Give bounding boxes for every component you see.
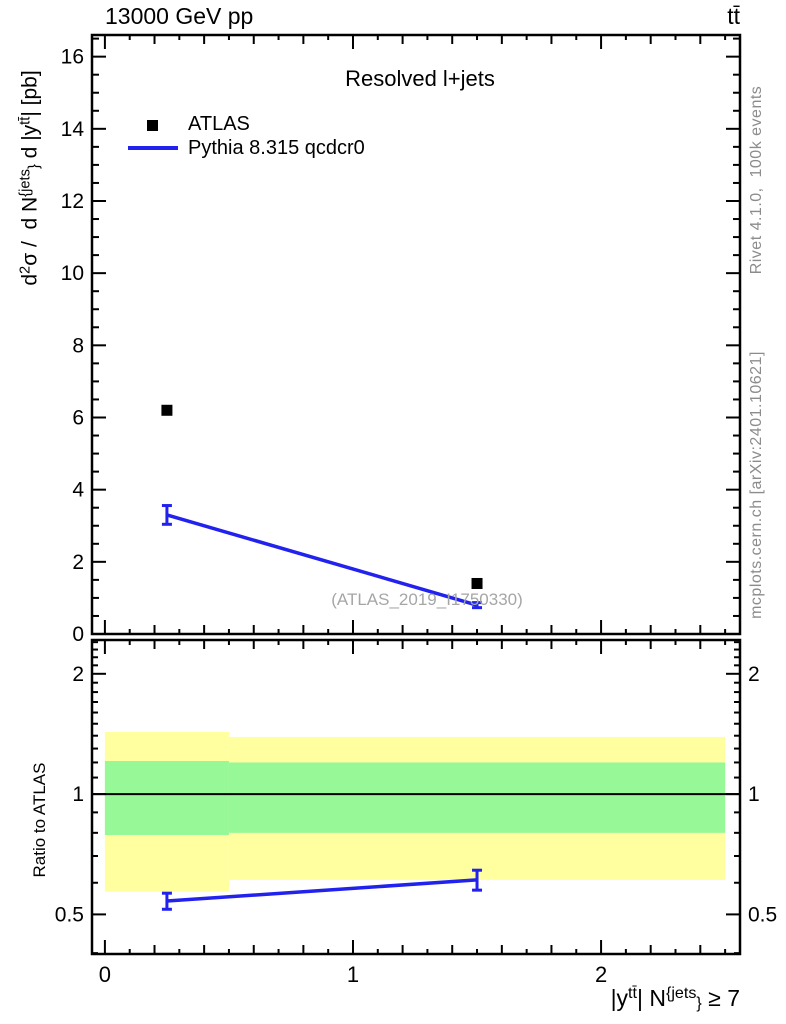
ratio-ytick-label-right: 1: [748, 783, 760, 806]
main-ytick-label: 12: [61, 190, 84, 213]
main-ytick-label: 6: [72, 406, 84, 429]
ratio-band-green: [228, 762, 726, 833]
main-ytick-label: 8: [72, 334, 84, 357]
main-ytick-label: 4: [72, 479, 84, 502]
legend: ATLAS Pythia 8.315 qcdcr0: [128, 112, 388, 164]
atlas-data-point: [161, 404, 173, 416]
ratio-ytick-label-left: 2: [72, 663, 84, 686]
rivet-version-note: Rivet 4.1.0, 100k events: [748, 85, 765, 275]
ratio-y-axis-label: Ratio to ATLAS: [30, 762, 49, 878]
ratio-mc-line: [166, 878, 478, 903]
mcplots-arxiv-note: mcplots.cern.ch [arXiv:2401.10621]: [748, 351, 765, 619]
ratio-ytick-label-right: 0.5: [748, 903, 777, 926]
main-ytick-label: 16: [61, 46, 84, 69]
main-ytick-label: 14: [61, 118, 85, 141]
x-axis-label: |ytt̄| N{jets} ≥ 7: [610, 984, 740, 1013]
main-panel-frame: [90, 33, 742, 636]
main-y-axis-label: d2σ / d N{jets} d |ytt̄| [pb]: [17, 70, 43, 286]
legend-mc-line-icon: [128, 146, 178, 150]
main-ytick-label: 10: [61, 262, 84, 285]
plot-title: Resolved l+jets: [345, 66, 495, 91]
main-ytick-label: 0: [72, 623, 84, 646]
analysis-watermark: (ATLAS_2019_I1750330): [331, 590, 523, 609]
mc-prediction-line: [166, 513, 478, 607]
ratio-ytick-label-right: 2: [748, 663, 760, 686]
xtick-label: 0: [99, 962, 111, 987]
ratio-ytick-label-left: 0.5: [55, 903, 84, 926]
main-ytick-label: 2: [72, 551, 84, 574]
xtick-label: 1: [347, 962, 359, 987]
process-label: tt̄: [727, 3, 740, 29]
legend-atlas-marker-icon: [147, 120, 158, 131]
ratio-panel-frame: [90, 638, 742, 956]
ratio-ytick-label-left: 1: [72, 783, 84, 806]
legend-mc-label: Pythia 8.315 qcdcr0: [188, 137, 365, 159]
ratio-band-green: [104, 761, 229, 836]
beam-energy-title: 13000 GeV pp: [105, 3, 254, 29]
legend-atlas-label: ATLAS: [188, 113, 250, 135]
xtick-label: 2: [595, 962, 607, 987]
atlas-data-point: [471, 577, 483, 589]
